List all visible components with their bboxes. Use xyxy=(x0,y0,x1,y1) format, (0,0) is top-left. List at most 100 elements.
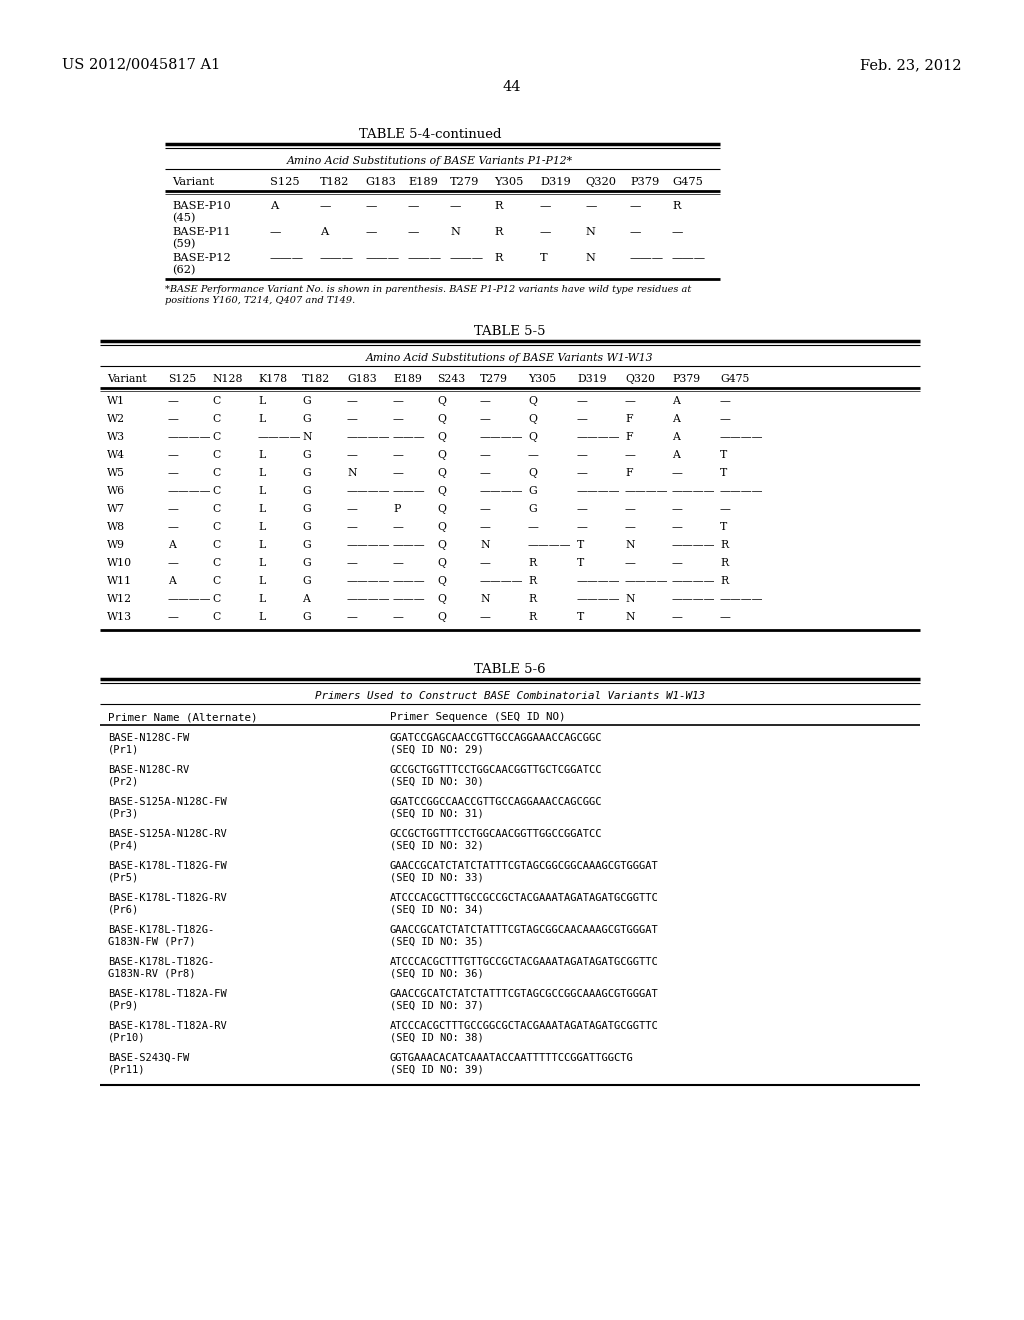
Text: P379: P379 xyxy=(672,374,700,384)
Text: positions Y160, T214, Q407 and T149.: positions Y160, T214, Q407 and T149. xyxy=(165,296,355,305)
Text: ————: ———— xyxy=(347,540,390,550)
Text: L: L xyxy=(258,504,265,513)
Text: Q: Q xyxy=(437,450,446,459)
Text: —: — xyxy=(585,201,596,211)
Text: Primer Name (Alternate): Primer Name (Alternate) xyxy=(108,711,257,722)
Text: ————: ———— xyxy=(480,576,523,586)
Text: BASE-K178L-T182G-FW: BASE-K178L-T182G-FW xyxy=(108,861,226,871)
Text: ————: ———— xyxy=(577,486,621,496)
Text: T: T xyxy=(577,612,585,622)
Text: (SEQ ID NO: 29): (SEQ ID NO: 29) xyxy=(390,744,483,755)
Text: BASE-K178L-T182G-: BASE-K178L-T182G- xyxy=(108,957,214,968)
Text: W7: W7 xyxy=(106,504,125,513)
Text: ————: ———— xyxy=(480,432,523,442)
Text: (Pr5): (Pr5) xyxy=(108,873,139,883)
Text: N: N xyxy=(480,540,489,550)
Text: T279: T279 xyxy=(480,374,508,384)
Text: —: — xyxy=(672,558,683,568)
Text: —: — xyxy=(168,450,179,459)
Text: G183: G183 xyxy=(365,177,396,187)
Text: R: R xyxy=(528,612,537,622)
Text: ———: ——— xyxy=(393,576,426,586)
Text: G: G xyxy=(302,540,310,550)
Text: —: — xyxy=(393,396,403,407)
Text: —: — xyxy=(168,558,179,568)
Text: N: N xyxy=(585,227,595,238)
Text: G: G xyxy=(302,612,310,622)
Text: —: — xyxy=(672,612,683,622)
Text: BASE-K178L-T182G-: BASE-K178L-T182G- xyxy=(108,925,214,935)
Text: —: — xyxy=(480,450,490,459)
Text: T279: T279 xyxy=(450,177,479,187)
Text: —: — xyxy=(365,227,377,238)
Text: ————: ———— xyxy=(347,486,390,496)
Text: —: — xyxy=(480,469,490,478)
Text: Q: Q xyxy=(437,504,446,513)
Text: ————: ———— xyxy=(168,432,212,442)
Text: —: — xyxy=(393,521,403,532)
Text: —: — xyxy=(625,396,636,407)
Text: G: G xyxy=(302,576,310,586)
Text: —: — xyxy=(540,227,551,238)
Text: R: R xyxy=(494,227,503,238)
Text: S125: S125 xyxy=(270,177,300,187)
Text: R: R xyxy=(494,253,503,263)
Text: R: R xyxy=(528,576,537,586)
Text: Y305: Y305 xyxy=(494,177,523,187)
Text: ————: ———— xyxy=(577,576,621,586)
Text: —: — xyxy=(672,227,683,238)
Text: W10: W10 xyxy=(106,558,132,568)
Text: —: — xyxy=(347,396,357,407)
Text: L: L xyxy=(258,521,265,532)
Text: Q: Q xyxy=(437,612,446,622)
Text: Variant: Variant xyxy=(172,177,214,187)
Text: BASE-N128C-FW: BASE-N128C-FW xyxy=(108,733,189,743)
Text: C: C xyxy=(212,469,220,478)
Text: C: C xyxy=(212,396,220,407)
Text: (62): (62) xyxy=(172,265,196,276)
Text: N: N xyxy=(625,594,635,605)
Text: N: N xyxy=(625,612,635,622)
Text: N: N xyxy=(585,253,595,263)
Text: T182: T182 xyxy=(319,177,349,187)
Text: Q: Q xyxy=(528,414,537,424)
Text: (SEQ ID NO: 30): (SEQ ID NO: 30) xyxy=(390,777,483,787)
Text: GCCGCTGGTTTCCTGGCAACGGTTGCTCGGATCC: GCCGCTGGTTTCCTGGCAACGGTTGCTCGGATCC xyxy=(390,766,602,775)
Text: TABLE 5-6: TABLE 5-6 xyxy=(474,663,546,676)
Text: —: — xyxy=(347,558,357,568)
Text: N: N xyxy=(480,594,489,605)
Text: L: L xyxy=(258,469,265,478)
Text: —: — xyxy=(577,469,588,478)
Text: W4: W4 xyxy=(106,450,125,459)
Text: A: A xyxy=(672,414,680,424)
Text: —: — xyxy=(450,201,462,211)
Text: ATCCCACGCTTTGCCGCCGCTACGAAATAGATAGATGCGGTTC: ATCCCACGCTTTGCCGCCGCTACGAAATAGATAGATGCGG… xyxy=(390,894,658,903)
Text: —: — xyxy=(347,450,357,459)
Text: C: C xyxy=(212,486,220,496)
Text: —: — xyxy=(393,558,403,568)
Text: —: — xyxy=(630,227,641,238)
Text: (59): (59) xyxy=(172,239,196,249)
Text: ————: ———— xyxy=(577,432,621,442)
Text: (SEQ ID NO: 35): (SEQ ID NO: 35) xyxy=(390,937,483,946)
Text: W9: W9 xyxy=(106,540,125,550)
Text: Q: Q xyxy=(528,396,537,407)
Text: ———: ——— xyxy=(365,253,399,263)
Text: W3: W3 xyxy=(106,432,125,442)
Text: —: — xyxy=(672,504,683,513)
Text: GCCGCTGGTTTCCTGGCAACGGTTGGCCGGATCC: GCCGCTGGTTTCCTGGCAACGGTTGGCCGGATCC xyxy=(390,829,602,840)
Text: T: T xyxy=(577,558,585,568)
Text: ———: ——— xyxy=(393,432,426,442)
Text: R: R xyxy=(672,201,681,211)
Text: —: — xyxy=(393,450,403,459)
Text: Feb. 23, 2012: Feb. 23, 2012 xyxy=(860,58,962,73)
Text: W1: W1 xyxy=(106,396,125,407)
Text: ———: ——— xyxy=(630,253,665,263)
Text: BASE-K178L-T182A-FW: BASE-K178L-T182A-FW xyxy=(108,989,226,999)
Text: Q: Q xyxy=(437,558,446,568)
Text: —: — xyxy=(168,612,179,622)
Text: T: T xyxy=(720,450,727,459)
Text: A: A xyxy=(672,396,680,407)
Text: L: L xyxy=(258,594,265,605)
Text: S125: S125 xyxy=(168,374,197,384)
